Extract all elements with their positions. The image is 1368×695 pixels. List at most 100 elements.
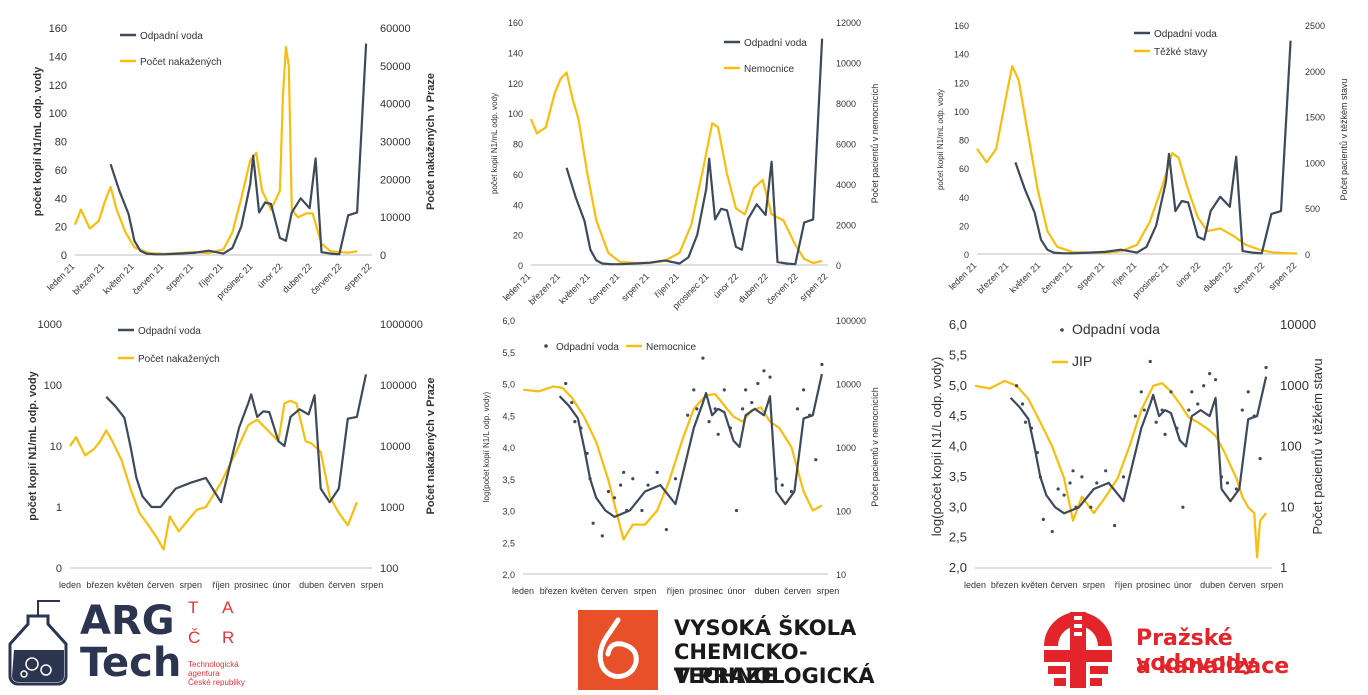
- left-tick-label: 2,0: [502, 570, 515, 580]
- data-point: [564, 381, 568, 386]
- data-point: [808, 413, 812, 417]
- left-tick-label: 0: [56, 563, 62, 575]
- x-tick-label: červen: [1229, 580, 1256, 590]
- series-line: [976, 65, 1298, 255]
- x-tick-label: květen: [117, 580, 144, 590]
- right-tick-label: 0: [1305, 250, 1310, 260]
- vscht-emblem-icon: [578, 610, 658, 690]
- chart-svg-4: 0 1 10 100 1000 100 1000 10000 100000 1000000 lede…: [27, 319, 437, 590]
- right-tick-label: 10000: [380, 212, 411, 224]
- data-point: [1020, 402, 1025, 406]
- x-tick-label: srpen 21: [619, 271, 651, 303]
- series-line: [73, 45, 358, 255]
- left-tick-label: 2,5: [949, 530, 967, 545]
- data-point: [673, 477, 678, 481]
- left-tick-label: 0: [964, 250, 969, 260]
- left-tick-label: 80: [959, 136, 969, 146]
- left-tick-label: 5,5: [502, 348, 515, 358]
- left-axis-title: počet kopií N1/mL odp. vody: [32, 66, 44, 216]
- right-tick-label: 10000: [836, 59, 861, 69]
- data-point: [1121, 475, 1126, 479]
- data-point: [1014, 384, 1019, 388]
- right-tick-label: 40000: [380, 99, 411, 111]
- right-tick-label: 100000: [380, 380, 417, 392]
- x-tick-label: duben 22: [1201, 260, 1235, 294]
- left-tick-label: 60: [513, 170, 523, 180]
- series-line: [69, 399, 358, 551]
- x-tick-label: červen 22: [1231, 260, 1266, 295]
- legend-label: Odpadní voda: [556, 342, 619, 353]
- right-tick-label: 1000: [836, 443, 856, 453]
- data-point: [1246, 390, 1250, 394]
- data-point: [686, 413, 690, 417]
- left-tick-label: 80: [55, 137, 67, 149]
- right-tick-label: 1000: [1280, 378, 1309, 393]
- right-tick-label: 2500: [1305, 21, 1325, 31]
- x-tick-label: květen 21: [1008, 260, 1043, 295]
- data-point: [1240, 408, 1244, 412]
- data-point: [692, 388, 696, 392]
- tacr-logo: T A Č R Technologická agentura České rep…: [188, 598, 278, 690]
- x-tick-label: srpen: [1261, 580, 1284, 590]
- tacr-letter: Č: [188, 628, 201, 647]
- series-line: [1009, 376, 1268, 515]
- left-tick-label: 5,0: [949, 378, 967, 393]
- x-tick-label: červen: [328, 580, 355, 590]
- x-tick-label: únor: [272, 580, 290, 590]
- x-tick-label: červen 22: [309, 261, 344, 296]
- data-point: [1154, 420, 1158, 424]
- legend-label: Odpadní voda: [140, 31, 203, 42]
- data-point: [579, 426, 583, 430]
- tacr-letter: A: [222, 598, 234, 617]
- legend-label: Počet nakažených: [138, 354, 220, 365]
- vscht-line-2: CHEMICKO-TECHNOLOGICKÁ: [674, 640, 875, 688]
- x-tick-label: květen: [571, 586, 598, 596]
- data-point: [1264, 365, 1268, 370]
- data-point: [1190, 390, 1194, 394]
- data-point: [646, 483, 650, 487]
- left-tick-label: 100: [49, 108, 67, 120]
- x-tick-label: prosinec: [234, 580, 269, 590]
- left-axis-title: počet kopií N1/mL odp. vody: [490, 93, 499, 194]
- left-tick-label: 100: [508, 109, 523, 119]
- data-point: [750, 400, 754, 405]
- chart-svg-6: 2,0 2,5 3,0 3,5 4,0 4,5 5,0 5,5 6,0 1 10 100 1000 100…: [929, 317, 1325, 590]
- x-tick-label: březen: [991, 580, 1019, 590]
- data-point: [1133, 414, 1137, 418]
- series-line: [109, 43, 368, 256]
- data-point: [820, 362, 824, 367]
- right-tick-label: 100: [380, 563, 398, 575]
- series-line: [1014, 40, 1292, 255]
- x-tick-label: únor: [727, 586, 745, 596]
- x-tick-label: únor: [1174, 580, 1192, 590]
- left-tick-label: 4,0: [502, 443, 515, 453]
- left-tick-label: 3,0: [502, 507, 515, 517]
- data-point: [1163, 432, 1167, 436]
- x-tick-label: únor 22: [712, 271, 741, 300]
- left-tick-label: 2,5: [502, 538, 515, 548]
- chart-svg-5: 2,0 2,5 3,0 3,5 4,0 4,5 5,0 5,5 6,0 10 100 1000 1000…: [482, 316, 880, 596]
- left-tick-label: 160: [508, 18, 523, 28]
- right-tick-label: 100: [836, 507, 851, 517]
- x-tick-label: srpen: [634, 586, 657, 596]
- x-tick-label: červen 21: [130, 261, 165, 296]
- data-point: [1080, 475, 1084, 479]
- data-point: [1038, 475, 1042, 479]
- left-tick-label: 4,5: [502, 411, 515, 421]
- flask-icon: [8, 600, 68, 686]
- data-point: [664, 527, 668, 532]
- x-tick-label: leden: [964, 580, 986, 590]
- left-tick-label: 10: [50, 441, 62, 453]
- left-tick-label: 6,0: [502, 316, 515, 326]
- left-tick-label: 20: [959, 221, 969, 231]
- left-axis-title: log(počet kopií N1/L odp. vody): [482, 391, 491, 502]
- data-point: [734, 508, 739, 513]
- x-tick-label: červen: [147, 580, 174, 590]
- left-tick-label: 160: [49, 23, 67, 35]
- x-tick-label: srpen: [361, 580, 384, 590]
- legend-marker: [544, 344, 548, 348]
- legend-marker: [1060, 328, 1064, 332]
- left-tick-label: 140: [954, 50, 969, 60]
- data-point: [789, 489, 793, 494]
- data-point: [1095, 481, 1099, 485]
